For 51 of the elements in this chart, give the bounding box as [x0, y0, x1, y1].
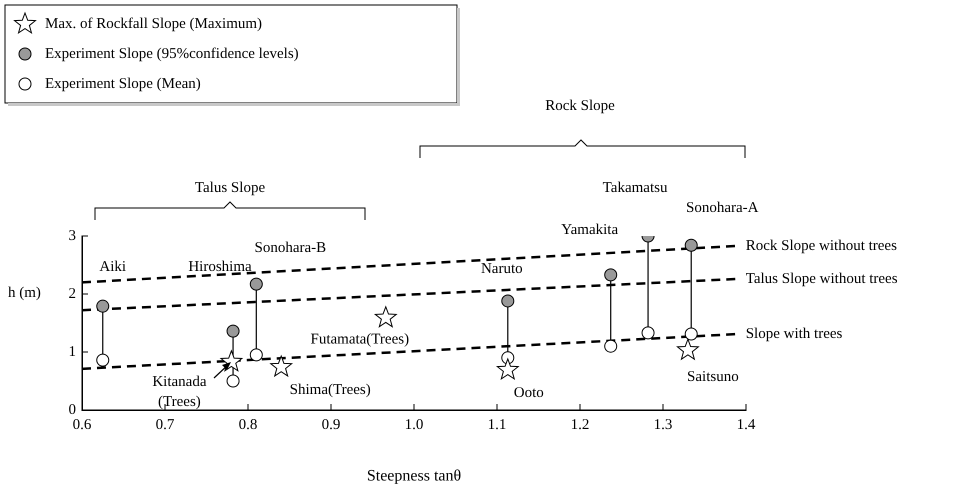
legend-label: Experiment Slope (95%confidence levels)	[45, 46, 299, 62]
annotation: Naruto	[480, 260, 523, 277]
series-label: Slope with trees	[746, 326, 843, 342]
legend-label: Max. of Rockfall Slope (Maximum)	[45, 16, 262, 32]
x-tick-label: 0.6	[72, 416, 92, 433]
x-tick-label: 1.1	[488, 416, 506, 433]
point	[374, 306, 397, 328]
point	[96, 300, 110, 313]
annotation: Hiroshima	[188, 258, 252, 275]
point	[604, 268, 618, 282]
x-tick-label: 1.0	[404, 416, 424, 433]
y-tick-label: 3	[68, 228, 76, 244]
point	[250, 278, 263, 291]
annotation: Saitsuno	[687, 369, 739, 386]
x-tick-label: 1.4	[736, 416, 756, 433]
text: Talus Slope	[194, 180, 266, 196]
point	[604, 340, 618, 353]
annotation: Sonohara-B	[254, 240, 326, 256]
point	[96, 354, 110, 367]
point	[496, 358, 519, 380]
annotation: Kitanada (Trees)	[152, 374, 207, 410]
annotation: Futamata(Trees)	[310, 332, 410, 348]
series-label: Talus Slope without trees	[746, 270, 898, 287]
point	[642, 326, 655, 340]
y-tick-label: 0	[68, 402, 76, 418]
text: Rock Slope	[545, 98, 616, 114]
annotation: Aiki	[99, 259, 126, 276]
point	[501, 294, 514, 308]
point	[270, 356, 292, 376]
annotation: Yamakita	[561, 222, 618, 238]
point	[684, 238, 698, 252]
annotation: Takamatsu	[602, 180, 668, 196]
y-tick-label: 1	[68, 344, 76, 360]
x-tick-label: 0.9	[322, 416, 340, 433]
x-tick-label: 0.8	[238, 416, 258, 433]
series-label: Rock Slope without trees	[746, 238, 898, 254]
point	[226, 374, 240, 388]
point	[676, 338, 699, 360]
y-axis-title: h (m)	[8, 284, 41, 301]
point	[226, 324, 240, 338]
x-tick-label: 1.2	[570, 416, 590, 433]
annotation: Shima(Trees)	[290, 382, 371, 398]
point	[684, 328, 698, 341]
y-tick-label: 2	[68, 286, 76, 302]
annotation: Sonohara-A	[686, 200, 759, 216]
x-tick-label: 0.7	[156, 416, 175, 433]
x-axis-title: Steepness tanθ	[366, 468, 462, 485]
point	[250, 348, 263, 362]
legend-label: Experiment Slope (Mean)	[45, 76, 201, 92]
x-tick-label: 1.3	[654, 416, 672, 433]
annotation: Ooto	[514, 384, 544, 401]
